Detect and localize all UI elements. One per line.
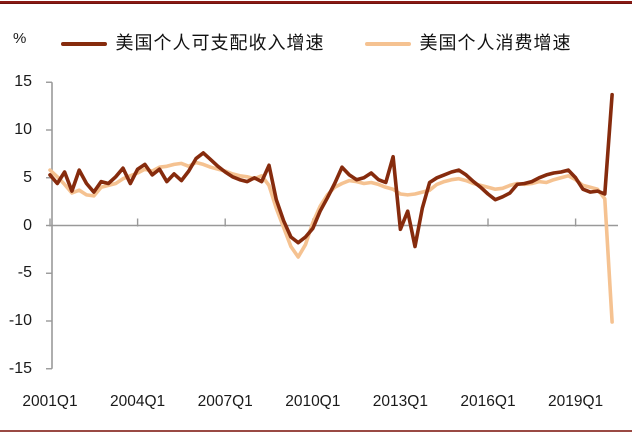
income-line-swatch-icon <box>60 41 107 46</box>
consumption-line <box>48 160 614 324</box>
x-tick-label: 2010Q1 <box>285 393 341 410</box>
y-tick-label: -5 <box>17 264 32 282</box>
bottom-accent-rule <box>0 430 632 432</box>
y-axis-unit-label: % <box>13 30 27 47</box>
y-tick-label: -15 <box>8 359 32 377</box>
consumption-line-swatch-icon <box>364 41 411 46</box>
y-tick-label: 5 <box>23 168 32 186</box>
top-accent-rule <box>0 1 632 4</box>
x-tick-label: 2016Q1 <box>460 393 516 410</box>
legend-label-income: 美国个人可支配收入增速 <box>115 33 325 54</box>
legend-item-income: 美国个人可支配收入增速 <box>60 33 325 54</box>
legend: 美国个人可支配收入增速 美国个人消费增速 <box>0 34 632 54</box>
legend-label-consumption: 美国个人消费增速 <box>419 33 572 54</box>
income-line <box>48 92 614 249</box>
x-tick-label: 2004Q1 <box>110 393 166 410</box>
legend-item-consumption: 美国个人消费增速 <box>364 33 572 54</box>
x-tick-label: 2013Q1 <box>372 393 428 410</box>
y-tick-label: -10 <box>8 312 32 329</box>
x-tick-label: 2019Q1 <box>548 393 604 410</box>
y-tick-label: 10 <box>14 121 32 138</box>
y-tick-label: 0 <box>23 216 32 234</box>
x-tick-label: 2007Q1 <box>197 393 253 410</box>
y-tick-label: 15 <box>14 73 32 91</box>
x-tick-label: 2001Q1 <box>22 393 78 410</box>
